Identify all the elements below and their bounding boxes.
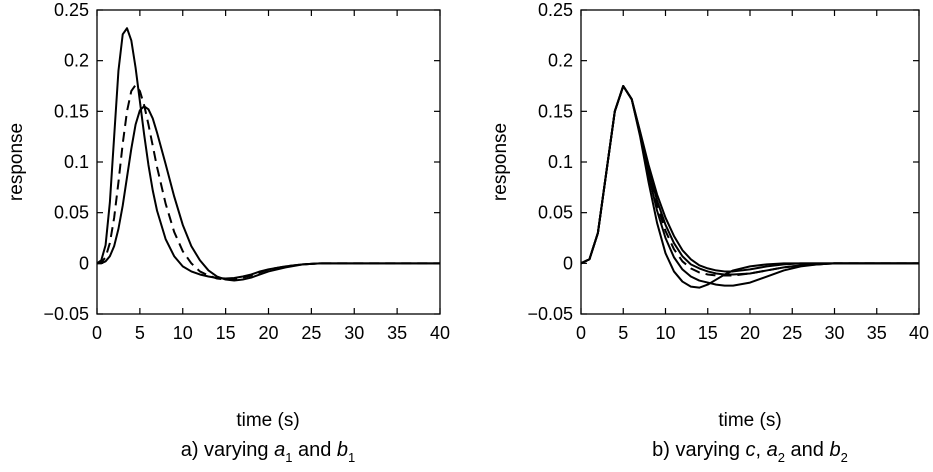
panel-b-x-tick-label: 15 xyxy=(698,323,718,343)
panel-a-y-tick-label: 0 xyxy=(79,253,89,273)
panel-b-y-tick-label: 0 xyxy=(563,253,573,273)
panel-a-y-tick-label: 0.15 xyxy=(54,101,89,121)
panel-b-x-tick-label: 25 xyxy=(782,323,802,343)
panel-b-x-tick-label: 5 xyxy=(618,323,628,343)
panel-a-y-tick-label: 0.05 xyxy=(54,203,89,223)
panel-a-x-tick-label: 0 xyxy=(92,323,102,343)
panel-b-x-tick-label: 0 xyxy=(576,323,586,343)
panel-a-y-tick-label: 0.2 xyxy=(64,51,89,71)
panel-b-x-tick-label: 10 xyxy=(655,323,675,343)
panel-a-series-3-line xyxy=(97,105,440,282)
panel-a-x-tick-label: 10 xyxy=(173,323,193,343)
panel-b-x-tick-label: 40 xyxy=(909,323,929,343)
panel-a-x-axis-label: time (s) xyxy=(236,410,299,431)
panel-a-x-tick-label: 35 xyxy=(387,323,407,343)
panel-b-caption: b) varying c, a2 and b2 xyxy=(652,439,848,465)
panel-b-y-axis-label: response xyxy=(490,123,511,201)
panel-a-y-tick-label: 0.1 xyxy=(64,152,89,172)
panel-b-x-tick-label: 20 xyxy=(740,323,760,343)
panel-a-x-tick-label: 5 xyxy=(135,323,145,343)
panel-a-x-tick-label: 30 xyxy=(344,323,364,343)
panel-b-series-5-line xyxy=(580,85,919,273)
panel-b-series-2-line xyxy=(580,85,919,287)
panel-a-series-1-line xyxy=(96,27,440,280)
panel-b-series-3-dashed-line xyxy=(580,85,919,277)
panel-b-x-tick-label: 30 xyxy=(824,323,844,343)
panel-a-y-axis-label: response xyxy=(6,123,27,201)
panel-b-y-tick-label: 0.05 xyxy=(538,203,573,223)
panel-b: 0 5 10 15 20 25 30 35 40−0.0500.050.10.150.20.25… xyxy=(490,0,929,465)
panel-a-y-tick-label: −0.05 xyxy=(43,304,89,324)
panel-a-x-tick-label: 40 xyxy=(430,323,450,343)
panel-a-curves xyxy=(96,27,440,282)
panel-b-y-tick-label: 0.1 xyxy=(548,152,573,172)
panel-b-x-axis-label: time (s) xyxy=(718,410,781,431)
panel-a-x-tick-label: 20 xyxy=(258,323,278,343)
panel-b-y-tick-label: 0.15 xyxy=(538,101,573,121)
panel-b-series-1-line xyxy=(580,85,919,289)
panel-a-x-tick-label: 25 xyxy=(301,323,321,343)
panel-b-y-tick-label: −0.05 xyxy=(527,304,573,324)
panel-a-x-tick-label: 15 xyxy=(216,323,236,343)
panel-a-series-2-dashed-line xyxy=(96,83,440,281)
panel-a-caption: a) varying a1 and b1 xyxy=(181,439,356,465)
panel-a: 0 5 10 15 20 25 30 35 40−0.0500.050.10.150.20.25… xyxy=(6,0,450,465)
panel-b-series-4-line xyxy=(580,85,919,276)
panel-b-curves xyxy=(580,85,919,289)
panel-b-x-tick-label: 35 xyxy=(867,323,887,343)
panel-b-y-tick-label: 0.25 xyxy=(538,0,573,20)
panel-b-y-tick-label: 0.2 xyxy=(548,51,573,71)
panel-a-y-tick-label: 0.25 xyxy=(54,0,89,20)
